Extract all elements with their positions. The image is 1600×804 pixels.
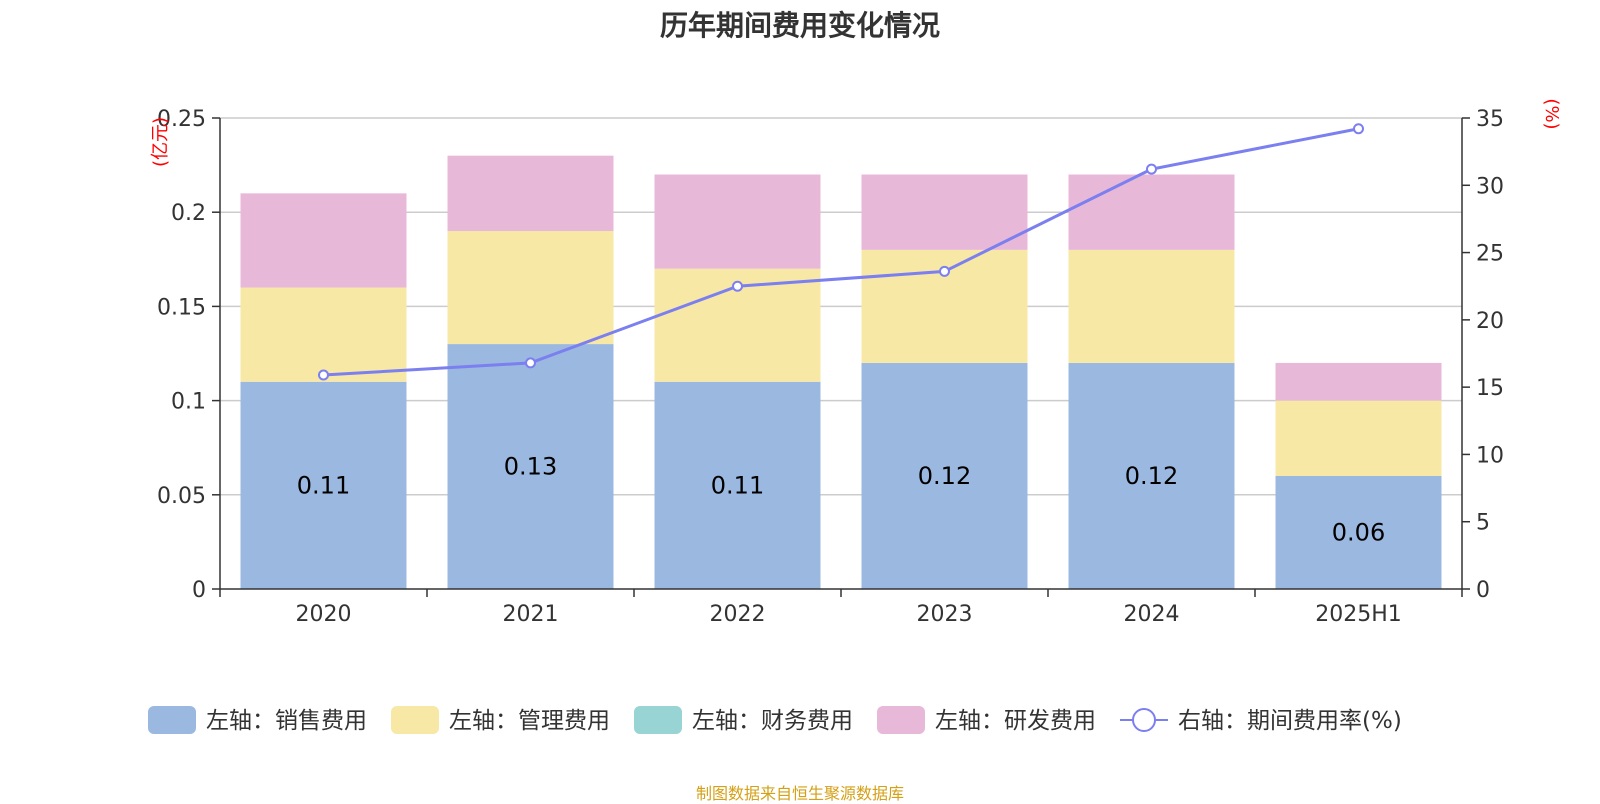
legend-swatch xyxy=(634,706,682,734)
bar-segment xyxy=(1275,400,1442,476)
legend-label: 右轴：期间费用率(%) xyxy=(1178,708,1402,734)
axes: 0 0.05 0.1 0.15 0.2 0.25 0 5 10 15 20 25 30 35 2020 202… xyxy=(150,98,1562,627)
legend-label: 左轴：研发费用 xyxy=(935,708,1096,734)
bar-segment xyxy=(1068,362,1235,589)
bar-segment xyxy=(861,174,1028,250)
right-axis-tick-label: 30 xyxy=(1476,174,1504,199)
legend-label: 左轴：管理费用 xyxy=(449,708,610,734)
bar-segment xyxy=(654,381,821,589)
legend-swatch xyxy=(391,706,439,734)
bar-segment xyxy=(447,155,614,232)
bar-segment xyxy=(1275,475,1442,589)
bar-segment xyxy=(447,344,614,589)
legend-swatch xyxy=(148,706,196,734)
bar-series: 0.11 0.13 0.11 0.12 0.12 0.06 xyxy=(240,155,1442,589)
bar-data-label: 0.13 xyxy=(504,453,557,481)
right-axis-tick-label: 5 xyxy=(1476,511,1490,536)
legend-label: 左轴：财务费用 xyxy=(692,708,853,734)
right-axis-unit: (%) xyxy=(1541,98,1562,129)
rate-line-point xyxy=(318,369,329,381)
x-axis-tick-label: 2020 xyxy=(296,602,352,627)
x-axis-tick-label: 2023 xyxy=(917,602,973,627)
bar-segment xyxy=(240,381,407,589)
x-axis-tick-label: 2024 xyxy=(1124,602,1180,627)
bar-data-label: 0.11 xyxy=(711,471,764,499)
rate-line-point xyxy=(525,357,536,369)
bar-segment xyxy=(654,174,821,269)
left-axis-tick-label: 0 xyxy=(192,578,206,603)
bar-data-label: 0.12 xyxy=(1125,462,1178,490)
bar-segment xyxy=(447,231,614,345)
legend-swatch xyxy=(877,706,925,734)
bar-segment xyxy=(861,362,1028,589)
rate-line xyxy=(323,127,1359,377)
bar-data-label: 0.06 xyxy=(1332,518,1385,546)
right-axis-tick-label: 25 xyxy=(1476,242,1504,267)
legend: 左轴：销售费用 左轴：管理费用 左轴：财务费用 左轴：研发费用 右轴：期间费用率(%) xyxy=(148,706,1402,734)
right-axis-tick-label: 20 xyxy=(1476,309,1504,334)
bar-segment xyxy=(1275,362,1442,401)
left-axis-tick-label: 0.2 xyxy=(171,201,206,226)
right-axis-tick-label: 0 xyxy=(1476,578,1490,603)
left-axis-tick-label: 0.1 xyxy=(171,390,206,415)
bar-segment xyxy=(240,287,407,382)
right-axis-tick-label: 35 xyxy=(1476,107,1504,132)
bar-segment xyxy=(1068,249,1235,363)
x-axis-tick-label: 2025H1 xyxy=(1315,602,1402,627)
rate-line-point xyxy=(1353,123,1364,135)
legend-marker-icon xyxy=(1132,708,1156,732)
left-axis-unit: (亿元) xyxy=(150,117,171,167)
right-axis-tick-label: 15 xyxy=(1476,376,1504,401)
grid-lines xyxy=(220,117,1462,496)
legend-label: 左轴：销售费用 xyxy=(206,708,367,734)
right-axis-tick-label: 10 xyxy=(1476,443,1504,468)
x-axis-tick-label: 2021 xyxy=(503,602,559,627)
left-axis-tick-label: 0.25 xyxy=(157,107,206,132)
bar-data-label: 0.12 xyxy=(918,462,971,490)
chart-title: 历年期间费用变化情况 xyxy=(659,9,940,42)
rate-line-point xyxy=(1146,163,1157,175)
left-axis-tick-label: 0.15 xyxy=(157,295,206,320)
bar-segment xyxy=(240,193,407,288)
rate-line-point xyxy=(939,265,950,277)
x-axis-tick-label: 2022 xyxy=(710,602,766,627)
data-source-note: 制图数据来自恒生聚源数据库 xyxy=(695,784,904,803)
bar-data-label: 0.11 xyxy=(297,471,350,499)
bar-segment xyxy=(1068,174,1235,250)
rate-line-point xyxy=(732,280,743,292)
rate-line-layer xyxy=(318,123,1364,381)
left-axis-tick-label: 0.05 xyxy=(157,484,206,509)
